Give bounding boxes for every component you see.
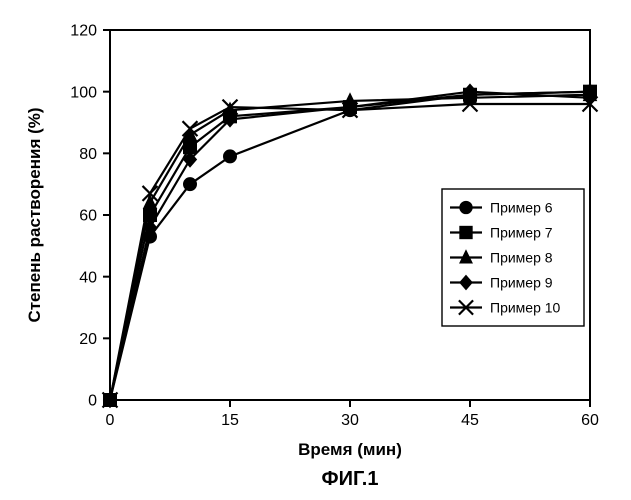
x-axis-label: Время (мин) <box>298 440 402 459</box>
y-axis-label: Степень растворения (%) <box>25 107 44 322</box>
legend-label: Пример 8 <box>490 249 553 265</box>
svg-text:120: 120 <box>70 23 97 40</box>
legend: Пример 6 Пример 7 Пример 8 Пример 9 Пример 1… <box>442 189 584 326</box>
legend-label: Пример 6 <box>490 199 553 215</box>
svg-text:40: 40 <box>79 269 97 286</box>
svg-text:30: 30 <box>341 412 359 429</box>
legend-label: Пример 10 <box>490 299 561 315</box>
legend-label: Пример 7 <box>490 224 553 240</box>
svg-text:60: 60 <box>79 208 97 225</box>
svg-text:15: 15 <box>221 412 239 429</box>
dissolution-chart: 0 20 40 60 80 100 120 0 15 30 45 60 Степень растворе… <box>0 0 631 500</box>
figure-caption: ФИГ.1 <box>322 468 379 490</box>
svg-text:0: 0 <box>88 393 97 410</box>
svg-text:100: 100 <box>70 84 97 101</box>
svg-text:80: 80 <box>79 146 97 163</box>
svg-text:0: 0 <box>106 412 115 429</box>
svg-text:20: 20 <box>79 331 97 348</box>
svg-text:60: 60 <box>581 412 599 429</box>
svg-text:45: 45 <box>461 412 479 429</box>
legend-label: Пример 9 <box>490 274 553 290</box>
